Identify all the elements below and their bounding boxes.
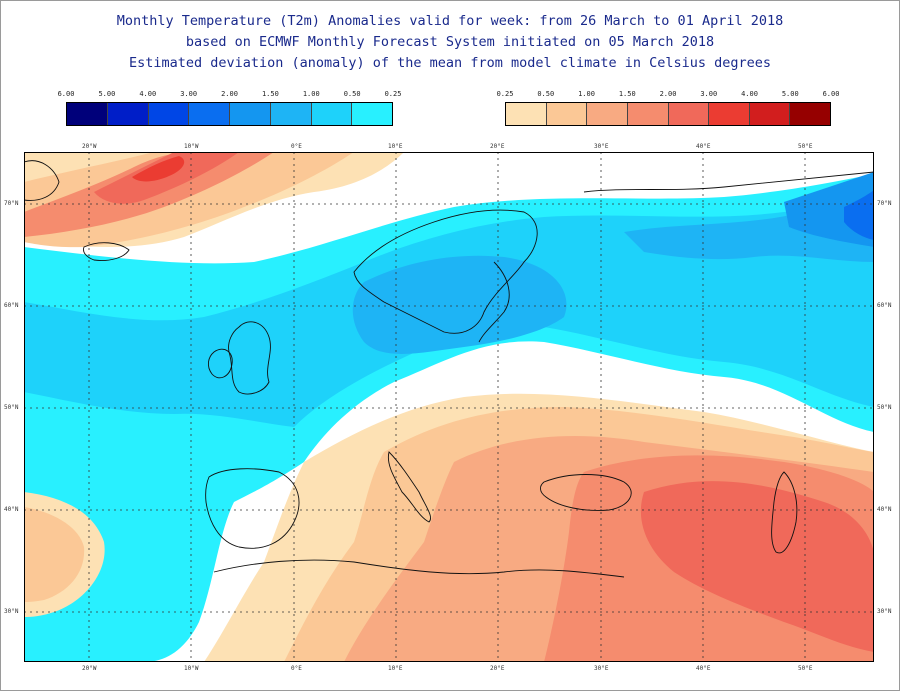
cold-swatch (67, 103, 108, 125)
lon-label-top: 0°E (291, 143, 302, 150)
cold-swatch (270, 103, 312, 125)
warm-tick-label: 5.00 (781, 90, 799, 98)
warm-swatch (668, 103, 710, 125)
cold-legend-ticks: 6.00 5.00 4.00 3.00 2.00 1.50 1.00 0.50 … (58, 90, 402, 100)
cold-anomaly-legend: 6.00 5.00 4.00 3.00 2.00 1.50 1.00 0.50 … (58, 90, 402, 126)
lat-label-left: 70°N (4, 200, 19, 207)
lon-label-bottom: 50°E (798, 665, 813, 672)
cold-tick-label: 5.00 (98, 90, 116, 98)
coastline-black-sea (540, 474, 632, 511)
coastline-arctic-russia (583, 171, 874, 193)
cold-tick-label: 2.00 (221, 90, 238, 98)
warm-tick-label: 4.00 (741, 90, 758, 98)
warm-legend-ticks: 0.25 0.50 1.00 1.50 2.00 3.00 4.00 5.00 … (497, 90, 840, 100)
warm-color-bar (505, 102, 831, 126)
anomaly-map (24, 152, 874, 662)
lat-label-right: 70°N (877, 200, 892, 207)
coastline-gulf-of-bothnia (478, 261, 510, 343)
coastline-british-isles (228, 321, 271, 395)
lon-label-bottom: 10°E (388, 665, 403, 672)
cold-tick-label: 3.00 (180, 90, 198, 98)
lon-label-bottom: 20°E (490, 665, 505, 672)
lon-label-bottom: 10°W (184, 665, 199, 672)
warm-region-05-west (24, 507, 85, 602)
lon-label-bottom: 30°E (594, 665, 609, 672)
lon-label-top: 10°E (388, 143, 403, 150)
warm-swatch (790, 103, 830, 125)
coastlines (24, 160, 874, 578)
cold-tick-label: 6.00 (57, 90, 75, 98)
cold-swatch (189, 103, 230, 125)
cold-swatch (107, 103, 149, 125)
title-line-2: based on ECMWF Monthly Forecast System i… (185, 34, 715, 50)
graticule (24, 152, 874, 662)
warm-swatch (546, 103, 588, 125)
lat-label-left: 40°N (4, 506, 19, 513)
lon-label-bottom: 20°W (82, 665, 97, 672)
cold-swatch (230, 103, 271, 125)
warm-anomaly-legend: 0.25 0.50 1.00 1.50 2.00 3.00 4.00 5.00 … (497, 90, 840, 126)
warm-tick-label: 1.00 (578, 90, 595, 98)
coastline-greenland (24, 160, 60, 201)
cold-swatch (148, 103, 190, 125)
cold-swatch (352, 103, 392, 125)
lat-label-right: 40°N (877, 506, 892, 513)
warm-swatch (587, 103, 628, 125)
cold-swatch (311, 103, 353, 125)
warm-tick-label: 3.00 (700, 90, 718, 98)
warm-swatch (506, 103, 547, 125)
lat-label-right: 60°N (877, 302, 892, 309)
warm-swatch (749, 103, 791, 125)
title-line-1: Monthly Temperature (T2m) Anomalies vali… (116, 13, 784, 29)
lon-label-top: 40°E (696, 143, 711, 150)
lon-label-bottom: 0°E (291, 665, 302, 672)
cold-color-bar (66, 102, 393, 126)
lat-label-left: 60°N (4, 302, 19, 309)
warm-region-2-north (94, 152, 239, 204)
coastline-north-africa (213, 559, 625, 578)
cold-tick-label: 1.50 (261, 90, 279, 98)
coastline-caspian (771, 471, 798, 554)
lat-label-left: 30°N (4, 608, 19, 615)
lat-label-right: 50°N (877, 404, 892, 411)
coastline-ireland (207, 348, 233, 379)
lat-label-left: 50°N (4, 404, 19, 411)
warm-swatch (627, 103, 669, 125)
lon-label-top: 30°E (594, 143, 609, 150)
coastline-italy (387, 451, 431, 523)
cold-tick-label: 4.00 (139, 90, 157, 98)
lon-label-top: 50°E (798, 143, 813, 150)
warm-tick-label: 1.50 (618, 90, 636, 98)
lat-label-right: 30°N (877, 608, 892, 615)
lon-label-bottom: 40°E (696, 665, 711, 672)
cold-tick-label: 0.25 (384, 90, 402, 98)
warm-tick-label: 0.25 (496, 90, 514, 98)
warm-region-3-north (132, 156, 185, 182)
warm-tick-label: 6.00 (822, 90, 840, 98)
warm-tick-label: 0.50 (537, 90, 555, 98)
cold-region-1 (352, 255, 567, 354)
warm-tick-label: 2.00 (659, 90, 677, 98)
cold-tick-label: 0.50 (343, 90, 361, 98)
warm-region-2-south (640, 481, 874, 652)
figure-titles: Monthly Temperature (T2m) Anomalies vali… (0, 11, 900, 74)
lon-label-top: 20°W (82, 143, 97, 150)
title-line-3: Estimated deviation (anomaly) of the mea… (128, 55, 772, 71)
map-border (24, 152, 874, 662)
lon-label-top: 20°E (490, 143, 505, 150)
cold-region-2 (844, 190, 874, 240)
coastline-iceland (83, 242, 130, 261)
lon-label-top: 10°W (184, 143, 199, 150)
coastline-scandinavia (353, 209, 538, 334)
cold-tick-label: 1.00 (302, 90, 320, 98)
coastline-iberia (205, 468, 300, 549)
warm-swatch (709, 103, 750, 125)
cold-region-1-east (624, 187, 874, 262)
